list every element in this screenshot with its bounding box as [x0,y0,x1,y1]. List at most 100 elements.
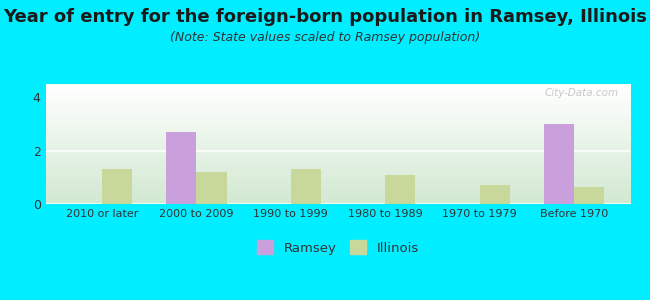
Bar [46,104,630,105]
Bar [46,191,630,192]
Bar [46,147,630,148]
Bar [46,200,630,201]
Bar [46,106,630,107]
Bar [46,99,630,100]
Bar [46,171,630,172]
Bar [46,163,630,164]
Bar [46,123,630,124]
Bar [574,187,604,204]
Bar [46,124,630,125]
Bar [46,128,630,129]
Bar [46,142,630,143]
Bar [46,122,630,123]
Bar [46,113,630,114]
Bar [46,90,630,91]
Bar [196,172,227,204]
Bar [46,98,630,99]
Bar [46,143,630,144]
Bar [46,180,630,181]
Bar [46,175,630,176]
Bar [46,120,630,121]
Bar [46,136,630,137]
Bar [46,189,630,190]
Bar [46,184,630,185]
Bar [46,149,630,150]
Bar [46,166,630,167]
Bar [46,129,630,130]
Bar [46,176,630,177]
Bar [543,124,574,204]
Bar [46,155,630,156]
Bar [46,158,630,159]
Bar [46,127,630,128]
Bar [46,145,630,146]
Bar [46,131,630,132]
Bar [46,94,630,95]
Bar [46,187,630,188]
Bar [46,103,630,104]
Bar [46,133,630,134]
Bar [46,91,630,92]
Bar [46,109,630,110]
Bar [46,165,630,166]
Bar [46,188,630,189]
Bar [46,135,630,136]
Bar [46,115,630,116]
Bar [46,164,630,165]
Text: Year of entry for the foreign-born population in Ramsey, Illinois: Year of entry for the foreign-born popul… [3,8,647,26]
Bar [480,185,510,204]
Bar [46,185,630,186]
Bar [46,157,630,158]
Bar [46,202,630,203]
Bar [46,167,630,168]
Bar [46,132,630,133]
Legend: Ramsey, Illinois: Ramsey, Illinois [252,235,424,260]
Bar [46,117,630,118]
Bar [46,92,630,93]
Text: City-Data.com: City-Data.com [545,88,619,98]
Bar [166,132,196,204]
Bar [46,93,630,94]
Bar [102,169,133,204]
Bar [46,95,630,96]
Bar [46,102,630,103]
Bar [46,198,630,199]
Bar [385,175,415,204]
Bar [46,174,630,175]
Bar [46,121,630,122]
Bar [46,154,630,155]
Bar [46,173,630,174]
Bar [46,126,630,127]
Bar [46,159,630,160]
Bar [46,111,630,112]
Bar [46,169,630,170]
Bar [46,177,630,178]
Bar [46,151,630,152]
Bar [46,161,630,162]
Bar [46,85,630,86]
Bar [46,88,630,89]
Bar [46,203,630,204]
Bar [46,170,630,171]
Bar [46,139,630,140]
Bar [46,140,630,141]
Bar [46,87,630,88]
Bar [46,190,630,191]
Bar [46,114,630,115]
Bar [46,146,630,147]
Bar [46,134,630,135]
Bar [46,125,630,126]
Bar [46,192,630,193]
Bar [46,197,630,198]
Bar [46,162,630,163]
Bar [46,105,630,106]
Bar [46,201,630,202]
Bar [46,89,630,90]
Bar [46,118,630,119]
Bar [46,153,630,154]
Bar [46,119,630,120]
Bar [291,169,321,204]
Bar [46,137,630,138]
Bar [46,193,630,194]
Bar [46,130,630,131]
